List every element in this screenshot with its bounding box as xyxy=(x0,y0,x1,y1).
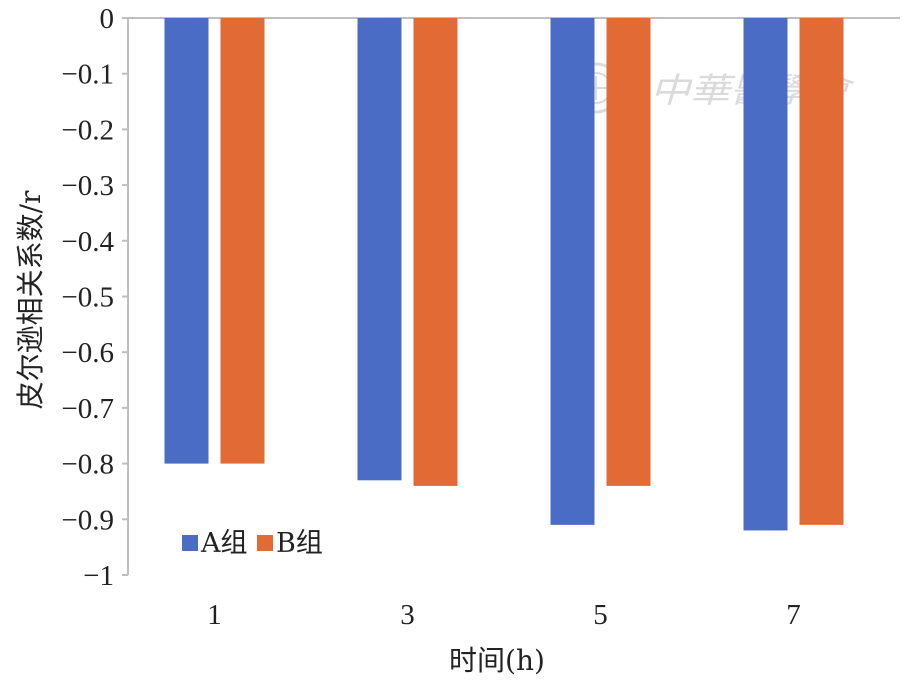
y-tick-label: −0.5 xyxy=(61,282,114,314)
y-tick-label: −0.2 xyxy=(61,114,114,146)
bars xyxy=(164,18,844,531)
y-axis: 0 −0.1 −0.2 −0.3 −0.4 −0.5 −0.6 −0.7 −0.8 −0.9 −1 xyxy=(61,3,129,592)
bar-b-3 xyxy=(413,18,458,486)
x-axis-title: 时间(h) xyxy=(449,644,545,677)
y-tick-label: −0.7 xyxy=(61,393,114,425)
bar-a-3 xyxy=(357,18,402,481)
bar-a-7 xyxy=(743,18,788,531)
y-tick-label: −0.4 xyxy=(61,226,114,258)
bar-a-1 xyxy=(164,18,209,464)
bar-a-5 xyxy=(550,18,595,525)
y-tick-label: −0.8 xyxy=(61,449,114,481)
legend-label: A组 xyxy=(200,528,248,559)
y-tick-label: −0.1 xyxy=(61,59,114,91)
y-tick-label: −1 xyxy=(83,560,114,592)
bar-b-1 xyxy=(220,18,265,464)
y-tick-label: 0 xyxy=(100,3,115,35)
y-tick-label: −0.9 xyxy=(61,504,114,536)
bar-b-7 xyxy=(799,18,844,525)
x-tick-label: 7 xyxy=(786,599,801,631)
y-tick-label: −0.3 xyxy=(61,170,114,202)
x-tick-label: 5 xyxy=(593,599,608,631)
legend: A组 B组 xyxy=(182,528,323,559)
x-tick-label: 3 xyxy=(400,599,415,631)
x-tick-label: 1 xyxy=(207,599,222,631)
y-axis-title: 皮尔逊相关系数/r xyxy=(14,190,47,409)
bar-b-5 xyxy=(606,18,651,486)
y-tick-label: −0.6 xyxy=(61,337,114,369)
legend-swatch xyxy=(182,535,198,551)
legend-swatch xyxy=(257,535,273,551)
legend-label: B组 xyxy=(276,528,323,559)
